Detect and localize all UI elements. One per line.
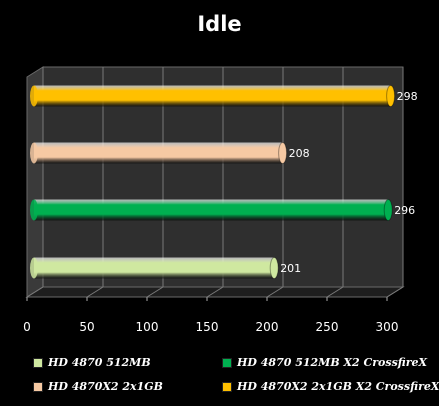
- legend-item: HD 4870X2 2x1GB: [33, 380, 163, 393]
- bar-end-cap: [278, 142, 288, 164]
- legend-label: HD 4870 512MB: [48, 356, 151, 369]
- legend: HD 4870 512MB HD 4870 512MB X2 Crossfire…: [0, 350, 439, 406]
- legend-swatch: [222, 357, 232, 368]
- legend-item: HD 4870 512MB: [33, 356, 151, 369]
- bar-end-cap: [269, 257, 279, 279]
- data-label: 201: [280, 262, 301, 275]
- gridline: [86, 286, 104, 298]
- legend-item: HD 4870X2 2x1GB X2 CrossfireX: [222, 380, 439, 393]
- bar-start-cap: [30, 85, 38, 107]
- data-label: 296: [394, 204, 415, 217]
- chart-title: Idle: [197, 12, 242, 36]
- gridline: [26, 286, 44, 298]
- gridline: [386, 286, 404, 298]
- gridline: [206, 286, 224, 298]
- bar-start-cap: [30, 142, 38, 164]
- legend-item: HD 4870 512MB X2 CrossfireX: [222, 356, 427, 369]
- gridline: [266, 286, 284, 298]
- x-tick-label: 150: [196, 320, 219, 334]
- gridline: [326, 286, 344, 298]
- bar: [34, 257, 275, 279]
- legend-swatch: [222, 381, 232, 392]
- legend-swatch: [33, 381, 43, 392]
- x-tick-label: 200: [256, 320, 279, 334]
- bar: [34, 142, 283, 164]
- x-tick-label: 250: [316, 320, 339, 334]
- legend-swatch: [33, 357, 43, 368]
- legend-label: HD 4870X2 2x1GB: [48, 380, 163, 393]
- x-tick-label: 100: [136, 320, 159, 334]
- bar-start-cap: [30, 199, 38, 221]
- x-tick-label: 300: [376, 320, 399, 334]
- legend-label: HD 4870 512MB X2 CrossfireX: [237, 356, 428, 369]
- data-label: 208: [289, 147, 310, 160]
- data-label: 298: [397, 90, 418, 103]
- bar-start-cap: [30, 257, 38, 279]
- x-tick-label: 0: [23, 320, 31, 334]
- bar-end-cap: [386, 85, 396, 107]
- bar-end-cap: [383, 199, 393, 221]
- gridline: [146, 286, 164, 298]
- x-tick-label: 50: [79, 320, 94, 334]
- bar: [34, 85, 391, 107]
- bar: [34, 199, 389, 221]
- legend-label: HD 4870X2 2x1GB X2 CrossfireX: [237, 380, 439, 393]
